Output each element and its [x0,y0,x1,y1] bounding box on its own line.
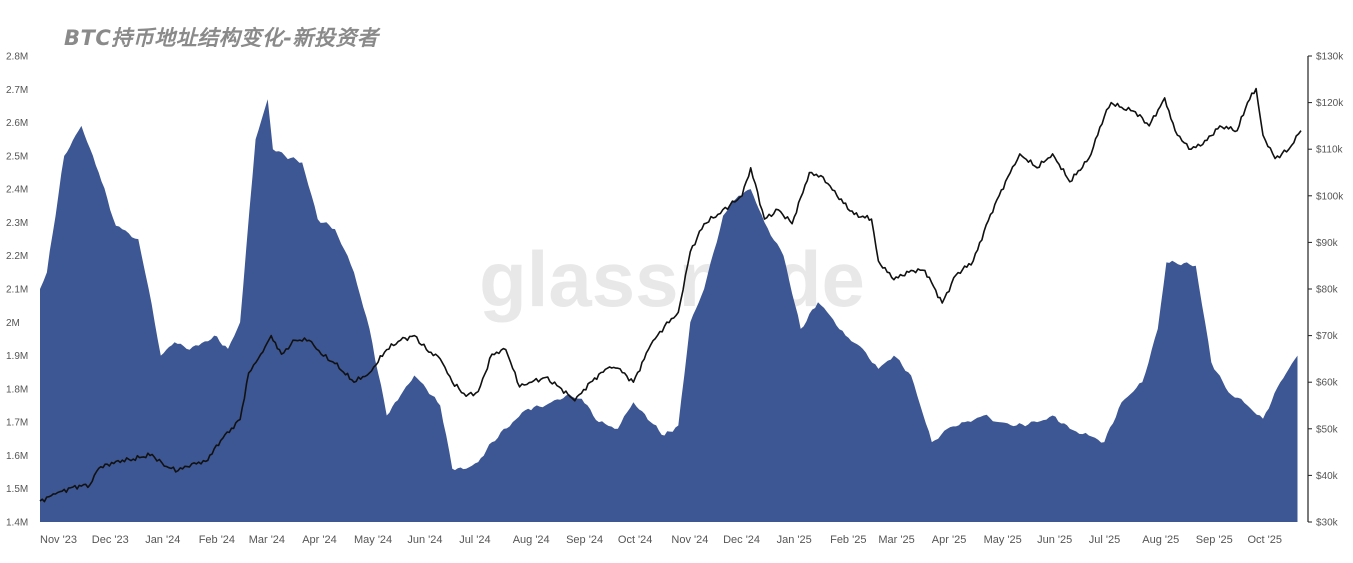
y-left-tick-label: 1.9M [6,351,28,362]
chart-title: BTC持币地址结构变化-新投资者 [64,26,379,50]
y-right-tick-label: $50k [1316,424,1339,435]
x-tick-label: Jan '24 [145,534,180,546]
y-right-tick-label: $110k [1316,145,1344,156]
y-left-tick-label: 2.4M [6,185,28,196]
x-tick-label: Apr '25 [932,534,967,546]
x-tick-label: Dec '23 [92,534,129,546]
x-tick-label: Oct '24 [618,534,653,546]
x-tick-label: Nov '23 [40,534,77,546]
x-tick-label: May '24 [354,534,392,546]
x-tick-label: May '25 [984,534,1022,546]
y-left-tick-label: 1.8M [6,384,28,395]
x-tick-label: Jun '24 [407,534,442,546]
y-left-tick-label: 1.6M [6,451,28,462]
x-tick-label: Dec '24 [723,534,760,546]
y-left-tick-label: 2.1M [6,285,28,296]
y-left-tick-label: 1.4M [6,518,28,529]
y-right-tick-label: $100k [1316,191,1344,202]
y-left-tick-label: 1.7M [6,418,28,429]
y-left-tick-label: 1.5M [6,484,28,495]
x-tick-label: Apr '24 [302,534,337,546]
x-tick-label: Mar '25 [878,534,914,546]
y-right-tick-label: $70k [1316,331,1339,342]
y-left-tick-label: 2.7M [6,85,28,96]
y-left-tick-label: 2.5M [6,151,28,162]
x-tick-label: Aug '25 [1142,534,1179,546]
watermark-glassnode: glassnode [479,235,865,323]
y-left-tick-label: 2.6M [6,118,28,129]
y-right-tick-label: $90k [1316,238,1339,249]
y-left-tick-label: 2.8M [6,52,28,63]
x-tick-label: Sep '25 [1196,534,1233,546]
y-left-tick-label: 2.2M [6,251,28,262]
x-tick-label: Oct '25 [1248,534,1283,546]
x-tick-label: Jul '25 [1089,534,1120,546]
y-left-tick-label: 2.3M [6,218,28,229]
x-tick-label: Feb '24 [199,534,235,546]
y-right-tick-label: $60k [1316,378,1339,389]
y-right-tick-label: $130k [1316,52,1344,63]
x-tick-label: Feb '25 [830,534,866,546]
area-series-new-investors [40,99,1298,523]
y-left-tick-label: 2M [6,318,20,329]
x-tick-label: Aug '24 [513,534,550,546]
y-right-tick-label: $40k [1316,471,1339,482]
y-right-tick-label: $80k [1316,285,1339,296]
x-tick-label: Jan '25 [777,534,812,546]
x-tick-label: Nov '24 [671,534,708,546]
y-right-tick-label: $120k [1316,98,1344,109]
x-tick-label: Jun '25 [1037,534,1072,546]
x-tick-label: Jul '24 [459,534,490,546]
x-tick-label: Mar '24 [249,534,285,546]
x-tick-label: Sep '24 [566,534,603,546]
line-series-btc-price [39,87,1302,503]
y-right-tick-label: $30k [1316,518,1339,529]
